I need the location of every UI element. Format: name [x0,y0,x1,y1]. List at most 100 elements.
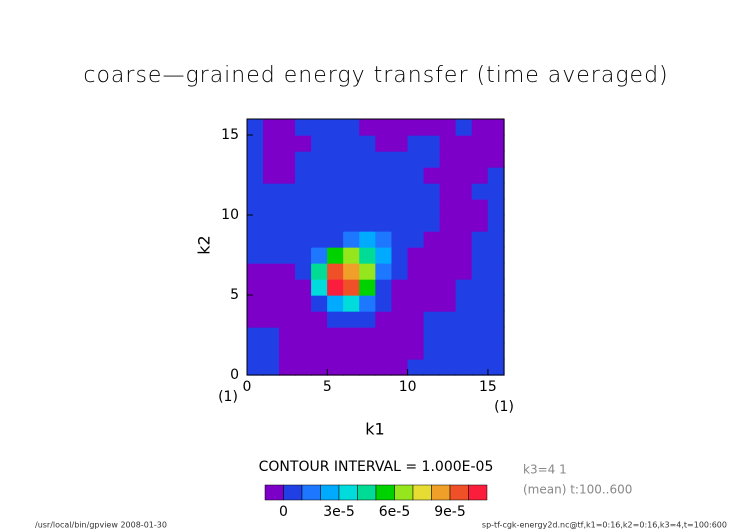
contour-cell [359,294,377,312]
contour-cell [439,310,457,328]
contour-cell [359,118,377,136]
contour-cell [246,358,264,376]
contour-cell [295,246,312,264]
contour-cell [391,278,409,296]
contour-cell [262,118,280,136]
contour-cell [327,182,345,200]
contour-cell [391,214,409,232]
contour-cell [391,310,409,328]
colorbar-label: 6e-5 [379,504,410,520]
contour-cell [423,230,441,248]
contour-cell [423,278,441,296]
contour-cell [278,262,296,280]
colorbar-label: 3e-5 [323,504,354,520]
y-tick-label: 0 [230,367,239,383]
contour-cell [455,310,473,328]
contour-cell [262,342,280,360]
contour-cell [295,134,312,152]
contour-cell [407,342,425,360]
contour-cell [311,134,328,152]
contour-cell [487,262,505,280]
colorbar-box [449,484,469,501]
contour-cell [455,214,473,232]
contour-cell [327,198,345,216]
contour-cell [359,342,377,360]
contour-cell [246,246,264,264]
contour-cell [487,118,505,136]
contour-cell [439,246,457,264]
contour-cell [471,294,489,312]
contour-cell [391,246,409,264]
contour-cell [375,294,393,312]
contour-cell [407,262,425,280]
contour-cell [471,326,489,344]
contour-cell [327,214,345,232]
contour-cell [487,342,505,360]
colorbar-label: 0 [279,504,288,520]
colorbar-box [264,484,284,501]
contour-cell [439,166,457,184]
contour-cell [407,166,425,184]
contour-cell [343,198,361,216]
contour-cell [439,150,457,168]
contour-cell [375,198,393,216]
contour-cell [327,230,345,248]
contour-cell [471,310,489,328]
contour-cell [278,166,296,184]
contour-cell [343,278,361,296]
y-tick-label: 5 [230,287,239,303]
contour-cell [311,294,328,312]
contour-cell [407,198,425,216]
contour-cell [295,358,312,376]
contour-cell [471,342,489,360]
contour-cell [278,182,296,200]
contour-cell [487,278,505,296]
contour-cell [487,246,505,264]
contour-cell [423,118,441,136]
contour-cell [343,342,361,360]
y-tick-label: 15 [221,127,239,143]
contour-cell [407,150,425,168]
contour-cell [471,166,489,184]
contour-cell [327,166,345,184]
contour-cell [327,326,345,344]
contour-cell [311,358,328,376]
contour-cell [375,214,393,232]
contour-cell [439,214,457,232]
contour-cell [359,134,377,152]
contour-cell [375,134,393,152]
contour-cell [391,294,409,312]
contour-cell [439,230,457,248]
contour-cell [471,262,489,280]
axis-note: (1) [494,399,514,415]
contour-cell [246,182,264,200]
contour-cell [455,230,473,248]
colorbar-box [357,484,377,501]
contour-cell [262,262,280,280]
contour-cell [311,246,328,264]
contour-cell [375,326,393,344]
contour-cell [391,198,409,216]
contour-cell [423,182,441,200]
contour-cell [246,166,264,184]
contour-cell [391,262,409,280]
contour-cell [278,230,296,248]
contour-cell [439,294,457,312]
contour-cell [407,230,425,248]
contour-cell [455,278,473,296]
colorbar-box [431,484,451,501]
contour-cell [407,214,425,232]
contour-cell [423,310,441,328]
contour-cell [391,342,409,360]
contour-cell [295,198,312,216]
contour-cell [262,214,280,232]
contour-cell [471,182,489,200]
contour-cell [311,342,328,360]
y-tick-label: 10 [221,207,239,223]
contour-cell [375,230,393,248]
contour-cell [359,150,377,168]
colorbar-box [375,484,395,501]
contour-cell [327,310,345,328]
contour-cell [407,118,425,136]
